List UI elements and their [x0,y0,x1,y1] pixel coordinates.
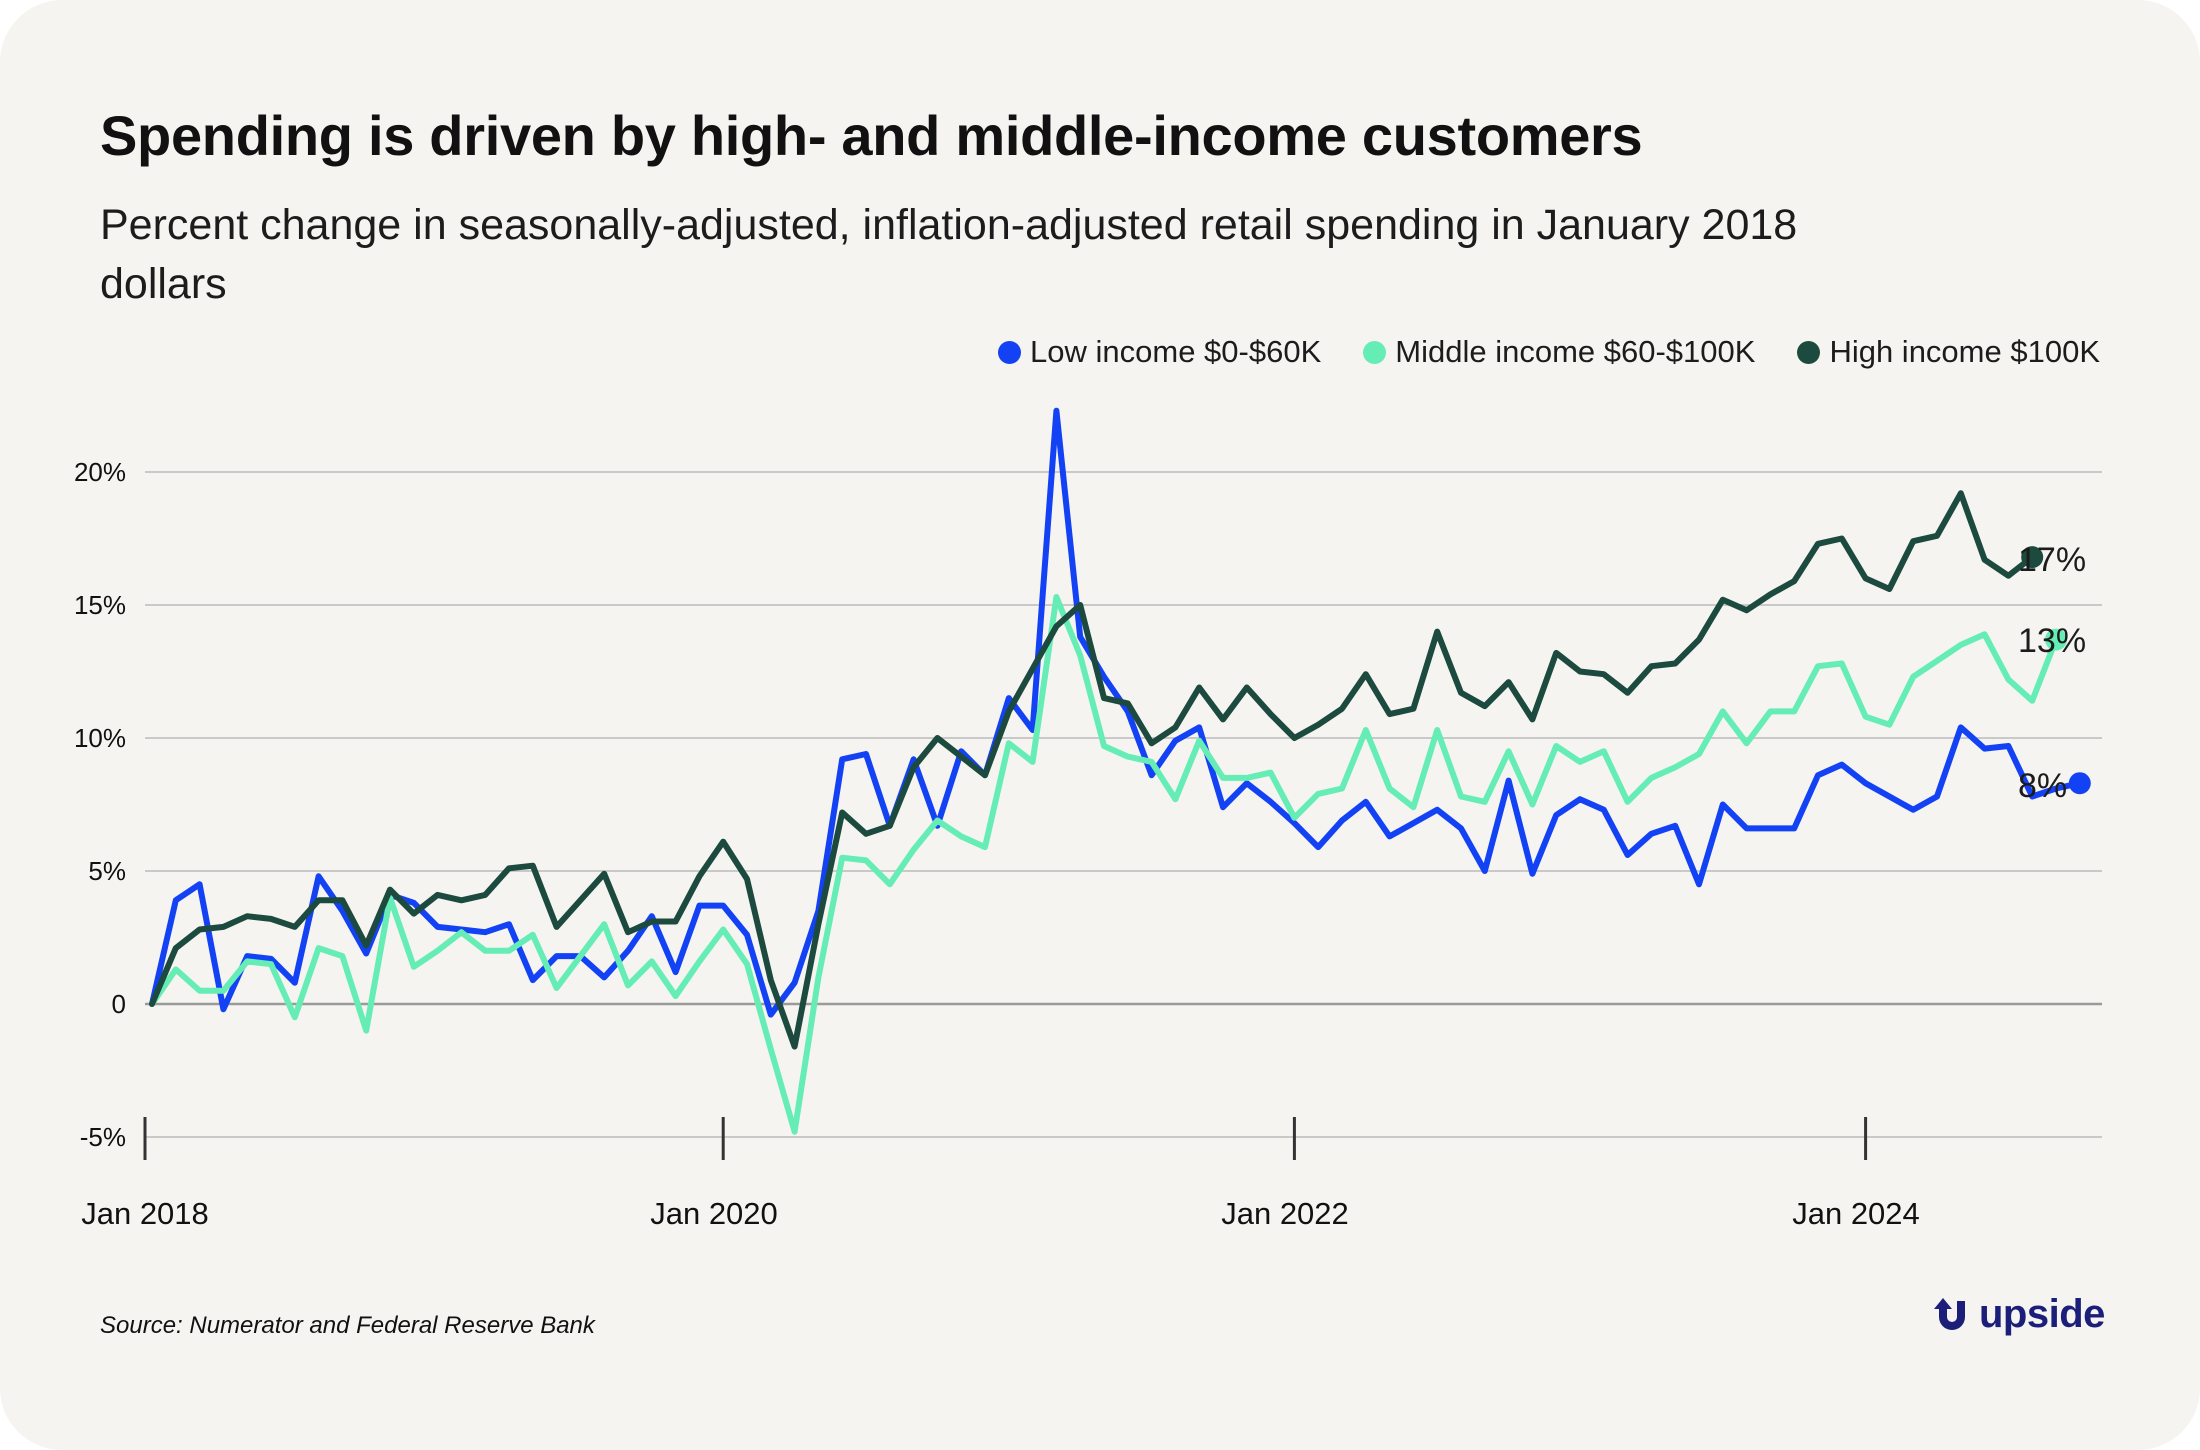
series-line-middle-income [149,594,2059,1135]
y-tick-label: 5% [88,856,126,886]
end-point-middle-income [2045,628,2067,651]
legend: Low income $0-$60K Middle income $60-$10… [998,334,2100,370]
x-tick-label: Jan 2024 [1792,1196,1920,1231]
legend-swatch-high-income [1797,340,1821,364]
chart-subtitle: Percent change in seasonally-adjusted, i… [100,201,1798,308]
legend-item-high-income: High income $100K [1797,334,2100,370]
end-point-low-income [2068,772,2091,795]
y-tick-label: 15% [74,590,126,620]
end-point-high-income [2021,546,2044,569]
y-tick-label: 20% [74,457,126,487]
axes: 20% 15% 10% 5% 0 -5% Jan 2018 Jan 2020 J… [74,457,1920,1231]
y-tick-label: 0 [112,989,126,1019]
end-label-low-income: 8% [2018,767,2067,805]
legend-item-middle-income: Middle income $60-$100K [1363,334,1755,370]
legend-label-middle-income: Middle income $60-$100K [1395,334,1756,369]
series-lines [149,407,2083,1135]
chart-title: Spending is driven by high- and middle-i… [100,104,1643,167]
x-tick-label: Jan 2018 [81,1196,209,1231]
series-line-low-income [149,407,2083,1018]
legend-swatch-low-income [998,340,1022,364]
brand-name: upside [1979,1292,2105,1336]
legend-label-high-income: High income $100K [1829,334,2100,369]
end-label-high-income: 17% [2018,541,2086,579]
brand-logo: upside [1933,1292,2105,1337]
x-tick-label: Jan 2020 [650,1196,778,1231]
x-tick-label: Jan 2022 [1221,1196,1349,1231]
legend-swatch-middle-income [1363,340,1387,364]
source-note: Source: Numerator and Federal Reserve Ba… [100,1312,595,1339]
end-markers: 17% 13% 8% [2018,541,2091,805]
end-label-middle-income: 13% [2018,622,2086,660]
legend-label-low-income: Low income $0-$60K [1030,334,1322,369]
upside-logo-icon [1934,1297,1965,1330]
grid-lines [143,471,2102,1160]
series-line-high-income [149,490,2036,1050]
y-tick-label: 10% [74,723,126,753]
y-tick-label: -5% [80,1122,126,1152]
legend-item-low-income: Low income $0-$60K [998,334,1321,370]
